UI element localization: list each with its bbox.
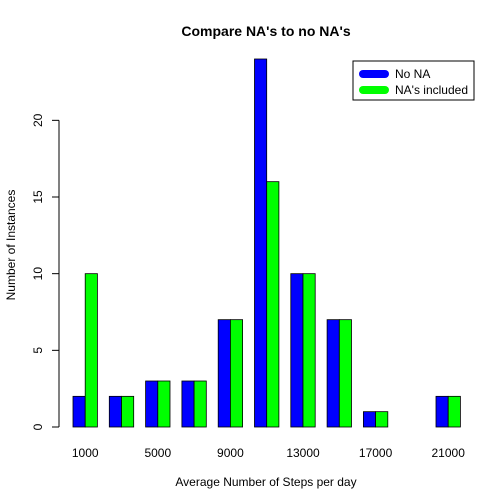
- bar-no-na: [290, 273, 304, 428]
- x-tick-label: 13000: [286, 446, 320, 460]
- legend: No NA NA's included: [352, 60, 475, 101]
- bar-na-included: [266, 181, 280, 428]
- bar-na-included: [157, 380, 171, 428]
- x-tick-labels: 1000 5000 9000 13000 17000 21000: [72, 446, 465, 460]
- x-tick-label: 1000: [72, 446, 99, 460]
- y-axis: 0 5 10 15 20: [31, 113, 60, 430]
- bar-no-na: [181, 380, 195, 428]
- y-tick-label: 15: [31, 190, 45, 204]
- bar-no-na: [362, 411, 376, 428]
- y-tick-label: 5: [31, 347, 45, 354]
- bar-na-included: [193, 380, 207, 428]
- x-tick-label: 9000: [217, 446, 244, 460]
- legend-label: NA's included: [395, 83, 468, 97]
- legend-label: No NA: [395, 67, 430, 81]
- x-axis-label: Average Number of Steps per day: [175, 475, 356, 489]
- bar-na-included: [447, 395, 461, 428]
- bar-no-na: [326, 319, 340, 428]
- bar-na-included: [338, 319, 352, 428]
- bar-no-na: [254, 58, 268, 428]
- x-tick-label: 21000: [432, 446, 466, 460]
- bars-group: [72, 58, 461, 428]
- bar-no-na: [217, 319, 231, 428]
- bar-na-included: [302, 273, 316, 428]
- y-axis-label: Number of Instances: [4, 190, 18, 301]
- bar-no-na: [145, 380, 159, 428]
- bar-na-included: [375, 411, 389, 428]
- bar-no-na: [108, 395, 122, 428]
- bar-na-included: [84, 273, 98, 428]
- bar-no-na: [435, 395, 449, 428]
- x-tick-label: 17000: [359, 446, 393, 460]
- chart-title: Compare NA's to no NA's: [181, 23, 350, 39]
- y-tick-label: 10: [31, 267, 45, 281]
- bar-na-included: [121, 395, 135, 428]
- bar-no-na: [72, 395, 86, 428]
- y-tick-label: 0: [31, 423, 45, 430]
- x-tick-label: 5000: [144, 446, 171, 460]
- bar-na-included: [229, 319, 243, 428]
- y-tick-label: 20: [31, 113, 45, 127]
